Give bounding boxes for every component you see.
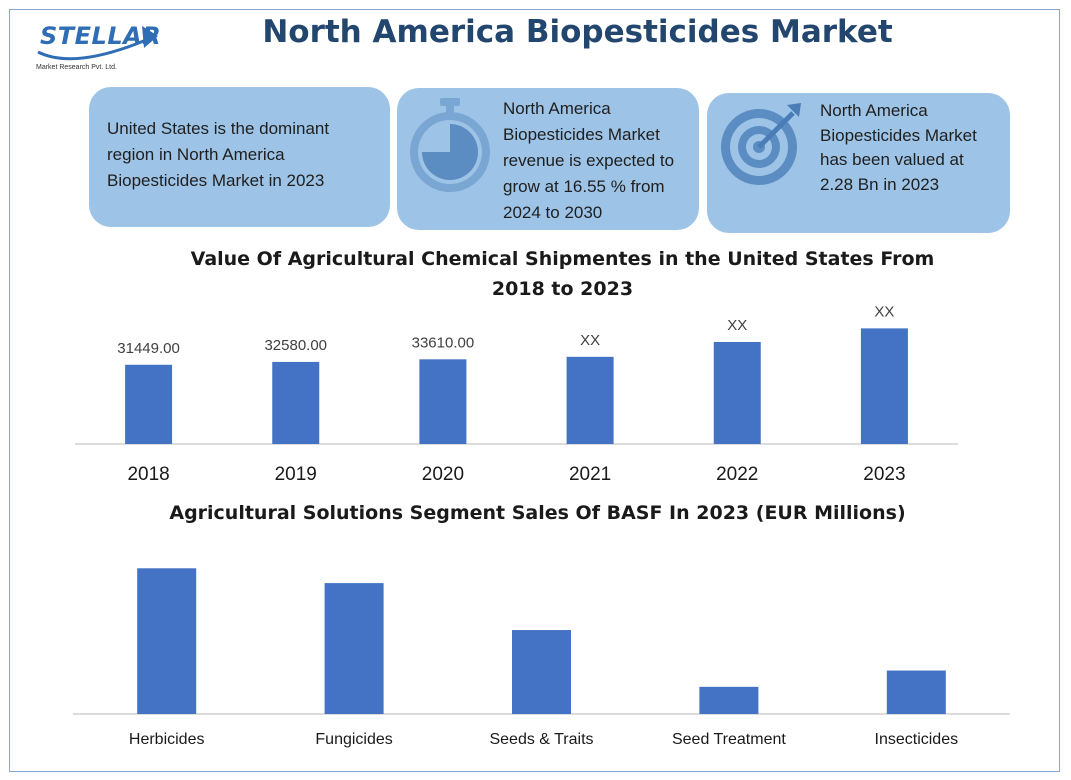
logo-subtitle: Market Research Pvt. Ltd. [36, 64, 117, 71]
logo-wordmark: STELLAR [40, 22, 162, 50]
stellar-logo: STELLAR Market Research Pvt. Ltd. [34, 18, 174, 78]
x-tick-label: 2022 [716, 464, 758, 485]
info-card-growth: North America Biopesticides Market reven… [397, 88, 699, 230]
x-tick-label: 2019 [275, 464, 317, 485]
data-label: 31449.00 [117, 340, 180, 357]
x-tick-label: Seed Treatment [672, 731, 786, 748]
data-label: XX [874, 303, 894, 320]
stopwatch-icon [410, 98, 490, 192]
bar-2021 [566, 356, 614, 444]
card-text: North America Biopesticides Market has b… [820, 101, 977, 194]
card-text: United States is the dominant region in … [107, 119, 330, 190]
x-tick-label: Herbicides [129, 731, 205, 748]
bar-insecticides [886, 670, 946, 714]
bar-seed-treatment [699, 686, 759, 714]
page-frame [9, 9, 1060, 772]
x-tick-label: Fungicides [315, 731, 392, 748]
bar-seeds-traits [512, 630, 571, 714]
data-label: 33610.00 [412, 334, 475, 351]
bar-2020 [419, 359, 467, 444]
data-label: 32580.00 [264, 337, 327, 354]
x-tick-label: 2023 [863, 464, 905, 485]
chart1-plot: 2018 31449.00 2019 32580.00 2020 33610.00 2021… [75, 303, 958, 485]
chart2-plot: Herbicides Fungicides Seeds & Traits Seed T… [73, 568, 1010, 748]
bar-2022 [713, 341, 761, 444]
data-label: XX [727, 317, 747, 334]
bar-2019 [272, 361, 320, 444]
x-tick-label: Insecticides [875, 731, 959, 748]
info-card-valuation: North America Biopesticides Market has b… [707, 93, 1010, 233]
x-tick-label: Seeds & Traits [489, 731, 593, 748]
x-tick-label: 2020 [422, 464, 464, 485]
page-title: North America Biopesticides Market [262, 14, 893, 50]
data-label: XX [580, 332, 600, 349]
bar-2023 [860, 328, 908, 444]
info-card-dominant-region: United States is the dominant region in … [89, 87, 390, 227]
bar-2018 [125, 364, 173, 444]
logo-arrow-icon [37, 26, 158, 61]
chart2-title: Agricultural Solutions Segment Sales Of … [169, 502, 906, 524]
bar-fungicides [324, 583, 384, 714]
x-tick-label: 2021 [569, 464, 611, 485]
bar-herbicides [137, 568, 197, 714]
chart1-title: Value Of Agricultural Chemical Shipmente… [190, 248, 935, 300]
card-text: North America Biopesticides Market reven… [503, 99, 675, 222]
x-tick-label: 2018 [127, 464, 169, 485]
target-icon [721, 103, 801, 185]
